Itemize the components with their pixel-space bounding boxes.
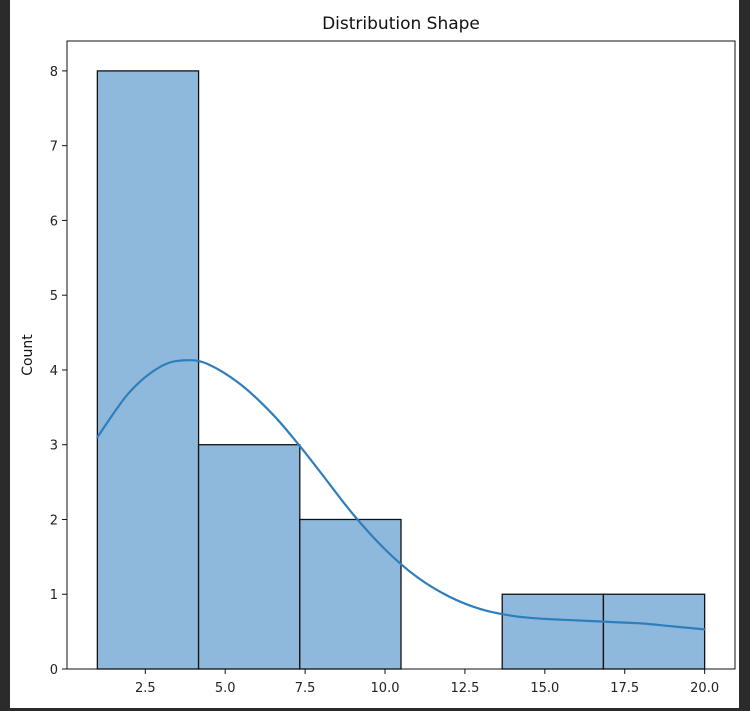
kde-curve-group xyxy=(96,359,706,631)
y-tick-label: 6 xyxy=(50,214,58,229)
y-axis-label: Count xyxy=(20,334,36,376)
y-tick-label: 5 xyxy=(50,289,58,304)
y-tick-label: 1 xyxy=(50,588,58,603)
x-tick-label: 20.0 xyxy=(690,681,719,696)
histogram-bars xyxy=(96,70,706,670)
histogram-bar xyxy=(197,444,301,670)
chart-title: Distribution Shape xyxy=(322,14,480,34)
y-tick-label: 0 xyxy=(50,663,58,678)
histogram-bar xyxy=(501,593,605,670)
y-tick-label: 7 xyxy=(50,140,58,155)
x-tick-label: 15.0 xyxy=(530,681,559,696)
plot-frame xyxy=(66,40,736,670)
y-tick-label: 2 xyxy=(50,513,58,528)
y-tick-label: 3 xyxy=(50,439,58,454)
x-tick-label: 12.5 xyxy=(450,681,479,696)
x-axis-ticks: 2.5 5.0 7.5 10.0 12.5 15.0 17.5 20.0 xyxy=(135,669,719,696)
histogram-bar xyxy=(96,70,200,670)
y-tick-label: 4 xyxy=(50,364,58,379)
y-axis-ticks: 0 1 2 3 4 5 6 7 8 xyxy=(50,65,67,678)
x-tick-label: 17.5 xyxy=(610,681,639,696)
x-tick-label: 5.0 xyxy=(215,681,236,696)
histogram-bar xyxy=(602,593,706,670)
histogram-bar xyxy=(299,518,402,670)
x-tick-label: 7.5 xyxy=(295,681,316,696)
x-tick-label: 2.5 xyxy=(135,681,156,696)
x-tick-label: 10.0 xyxy=(371,681,400,696)
kde-curve xyxy=(96,359,706,631)
y-tick-label: 8 xyxy=(50,65,58,80)
chart-figure: Distribution Shape Count 2.5 5.0 7.5 10.0 12… xyxy=(10,0,739,708)
histogram-chart: Distribution Shape Count 2.5 5.0 7.5 10.0 12… xyxy=(20,14,736,696)
